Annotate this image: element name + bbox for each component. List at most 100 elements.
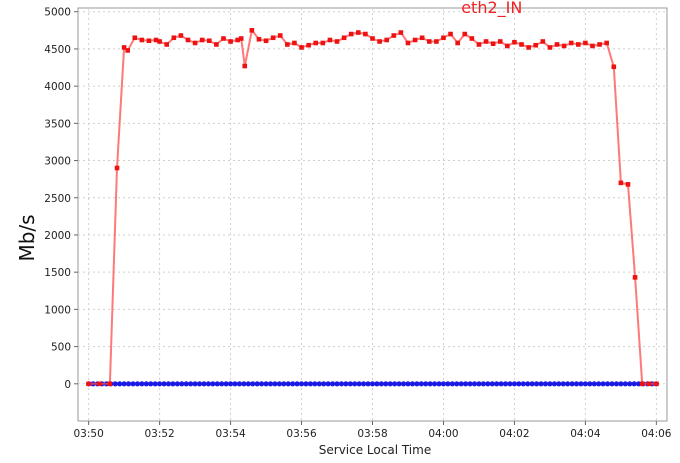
data-point-eth2-in — [462, 31, 468, 37]
data-point-blue — [161, 381, 167, 387]
data-point-eth2-in — [199, 37, 205, 43]
data-point-blue — [471, 381, 478, 387]
data-point-eth2-in — [125, 48, 130, 53]
data-point-blue — [188, 381, 194, 387]
data-point-blue — [458, 381, 464, 387]
data-point-blue — [423, 381, 429, 387]
data-point-blue — [374, 381, 380, 387]
data-point-blue — [250, 381, 256, 387]
data-point-eth2-in — [568, 40, 574, 46]
data-point-eth2-in — [107, 381, 113, 387]
data-point-eth2-in — [604, 40, 609, 46]
data-point-blue — [125, 381, 132, 387]
data-point-eth2-in — [398, 30, 404, 35]
data-point-eth2-in — [639, 381, 645, 387]
data-point-blue — [298, 381, 305, 387]
y-tick-label: 4000 — [44, 81, 71, 93]
series-label-eth2-in: eth2_IN — [461, 0, 522, 18]
data-point-eth2-in — [242, 63, 248, 69]
data-point-blue — [609, 381, 615, 387]
data-point-eth2-in — [306, 42, 311, 48]
data-point-blue — [276, 381, 282, 387]
data-point-blue — [604, 381, 611, 387]
data-point-eth2-in — [646, 381, 652, 387]
data-point-blue — [494, 381, 500, 387]
data-point-blue — [316, 381, 322, 387]
data-point-eth2-in — [540, 39, 546, 44]
data-point-eth2-in — [121, 45, 127, 50]
data-point-blue — [325, 381, 331, 387]
data-point-blue — [321, 381, 327, 387]
y-tick-label: 2000 — [44, 230, 71, 242]
y-tick-label: 2500 — [44, 193, 71, 205]
data-point-eth2-in — [547, 45, 553, 50]
data-point-blue — [303, 381, 309, 387]
data-point-eth2-in — [96, 381, 102, 387]
data-point-blue — [627, 381, 633, 387]
data-point-blue — [214, 381, 220, 387]
data-point-eth2-in — [164, 42, 170, 47]
data-point-eth2-in — [235, 37, 240, 43]
data-point-blue — [565, 381, 571, 387]
data-point-blue — [223, 381, 229, 387]
data-point-eth2-in — [178, 33, 184, 38]
series-line-eth2-in — [88, 29, 657, 385]
data-point-eth2-in — [497, 39, 503, 44]
data-point-eth2-in — [533, 42, 539, 48]
data-point-eth2-in — [214, 42, 219, 47]
data-point-blue — [400, 381, 407, 387]
series-group — [86, 28, 659, 387]
data-point-eth2-in — [426, 39, 432, 44]
data-point-blue — [449, 381, 455, 387]
data-point-blue — [307, 381, 314, 387]
data-point-blue — [409, 381, 416, 387]
x-tick-label: 04:00 — [428, 428, 458, 440]
data-point-blue — [405, 381, 411, 387]
data-point-blue — [174, 381, 180, 387]
data-point-blue — [334, 381, 340, 387]
data-point-blue — [157, 381, 163, 387]
data-point-blue — [227, 381, 234, 387]
data-point-eth2-in — [412, 37, 418, 43]
x-tick-label: 03:54 — [215, 428, 246, 440]
data-point-eth2-in — [327, 37, 333, 43]
data-point-blue — [436, 381, 442, 387]
data-point-eth2-in — [292, 40, 297, 46]
data-point-blue — [241, 381, 247, 387]
data-point-eth2-in — [618, 180, 624, 186]
data-point-blue — [618, 381, 624, 387]
data-point-blue — [534, 381, 540, 387]
data-point-blue — [312, 381, 318, 387]
data-point-blue — [165, 381, 172, 387]
data-point-eth2-in — [341, 35, 347, 41]
data-point-eth2-in — [238, 36, 244, 41]
data-point-blue — [387, 381, 393, 387]
data-point-blue — [365, 381, 371, 387]
data-point-blue — [259, 381, 265, 387]
data-point-eth2-in — [469, 36, 475, 41]
data-point-eth2-in — [370, 36, 375, 41]
data-point-blue — [281, 381, 287, 387]
data-point-eth2-in — [146, 38, 152, 44]
data-point-blue — [143, 381, 149, 387]
y-axis-title: Mb/s — [15, 214, 39, 261]
data-point-eth2-in — [192, 40, 198, 46]
data-point-eth2-in — [512, 39, 517, 45]
data-point-eth2-in — [348, 31, 354, 37]
annotations: eth2_IN — [461, 0, 522, 18]
x-tick-label: 04:04 — [570, 428, 601, 440]
data-point-eth2-in — [299, 45, 304, 50]
data-point-blue — [245, 381, 251, 387]
data-point-eth2-in — [171, 35, 177, 41]
data-point-eth2-in — [132, 35, 138, 41]
data-point-blue — [201, 381, 207, 387]
data-point-eth2-in — [320, 40, 326, 46]
data-point-eth2-in — [405, 40, 411, 46]
data-point-eth2-in — [419, 35, 425, 41]
data-point-blue — [507, 381, 513, 387]
data-point-eth2-in — [611, 64, 617, 70]
data-point-blue — [121, 381, 127, 387]
data-point-eth2-in — [583, 40, 588, 46]
data-point-blue — [631, 381, 637, 387]
data-point-eth2-in — [228, 39, 233, 44]
